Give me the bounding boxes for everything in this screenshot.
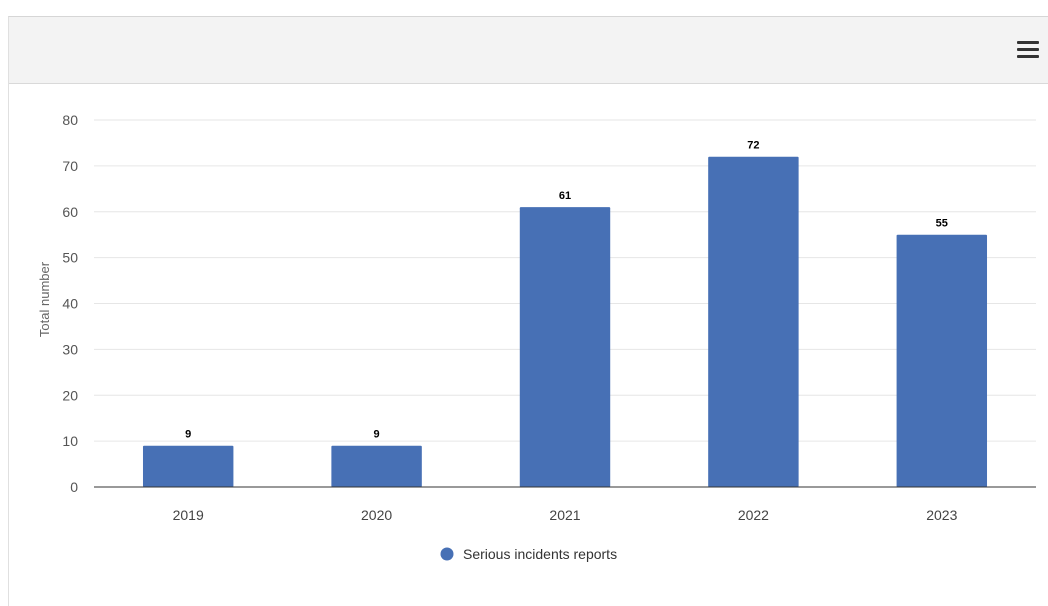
chart-toolbar: [9, 17, 1048, 84]
bar: [142, 445, 234, 487]
y-tick-label: 10: [62, 433, 78, 449]
menu-line: [1017, 55, 1039, 58]
bar: [896, 234, 988, 487]
y-tick-label: 30: [62, 341, 78, 357]
data-label: 61: [559, 190, 571, 202]
x-tick-label: 2023: [926, 507, 957, 523]
y-axis-label: Total number: [37, 261, 52, 337]
x-tick-label: 2022: [738, 507, 769, 523]
y-tick-label: 80: [62, 112, 78, 128]
y-axis-ticks: 0 10 20 30 40 50 60 70 80: [62, 112, 78, 495]
bars: [142, 156, 988, 487]
y-tick-label: 20: [62, 387, 78, 403]
y-tick-label: 50: [62, 250, 78, 266]
x-tick-label: 2021: [549, 507, 580, 523]
y-tick-label: 70: [62, 158, 78, 174]
bar: [708, 156, 799, 487]
legend[interactable]: Serious incidents reports: [440, 546, 618, 562]
y-tick-label: 40: [62, 296, 78, 312]
data-labels: 9 9 61 72 55: [185, 140, 948, 441]
legend-item-label[interactable]: Serious incidents reports: [463, 546, 617, 562]
menu-line: [1017, 41, 1039, 44]
hamburger-menu-icon[interactable]: [1016, 38, 1042, 60]
data-label: 55: [936, 218, 948, 230]
x-axis-ticks: 2019 2020 2021 2022 2023: [173, 507, 958, 523]
x-tick-label: 2019: [173, 507, 204, 523]
x-tick-label: 2020: [361, 507, 392, 523]
legend-marker: [440, 547, 454, 561]
data-label: 9: [185, 429, 191, 441]
menu-line: [1017, 48, 1039, 51]
bar: [519, 207, 611, 487]
y-tick-label: 60: [62, 204, 78, 220]
y-tick-label: 0: [70, 479, 78, 495]
bar: [331, 445, 422, 487]
page-top-strip: [0, 0, 1048, 16]
data-label: 72: [747, 140, 759, 152]
data-label: 9: [374, 429, 380, 441]
